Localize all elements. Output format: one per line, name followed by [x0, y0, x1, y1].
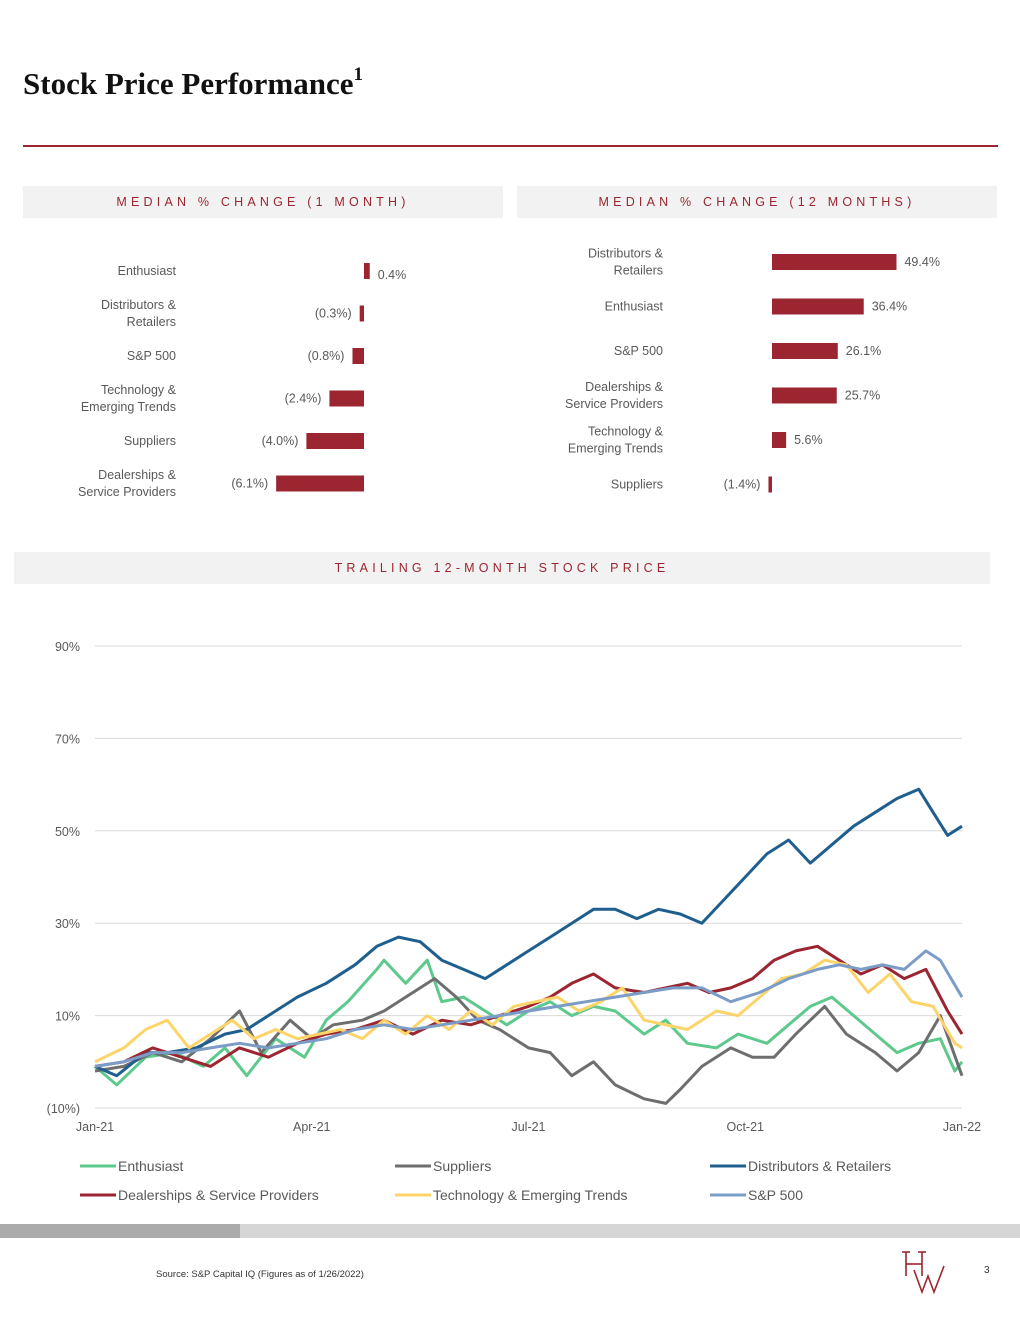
- panel-header-1-month: MEDIAN % CHANGE (1 MONTH): [23, 186, 503, 218]
- legend-label: Dealerships & Service Providers: [118, 1187, 319, 1203]
- series-line: [94, 949, 964, 1068]
- page-title: Stock Price Performance1: [23, 63, 364, 102]
- bar-value-label: (2.4%): [285, 392, 322, 406]
- bar-chart-1-month: Enthusiast 0.4% Distributors & Retailers (0.…: [78, 263, 407, 499]
- bar-category-label: Emerging Trends: [568, 442, 663, 456]
- bar-category-label: Enthusiast: [605, 300, 664, 314]
- bar-category-label: S&P 500: [127, 349, 176, 363]
- bar-category-label: Suppliers: [124, 434, 176, 448]
- page-number: 3: [984, 1265, 990, 1276]
- bar-value-label: (4.0%): [262, 434, 299, 448]
- page-title-text: Stock Price Performance: [23, 66, 354, 101]
- series-line: [94, 944, 964, 1068]
- y-tick-label: (10%): [47, 1102, 80, 1116]
- bar-value-label: (0.3%): [315, 307, 352, 321]
- bar-mark: [772, 432, 787, 448]
- panel-header-trailing-12-month: TRAILING 12-MONTH STOCK PRICE: [14, 552, 990, 584]
- bar-mark: [364, 263, 370, 279]
- bar-category-label: Emerging Trends: [81, 400, 176, 414]
- bar-chart-12-months: Distributors & Retailers 49.4% Enthusiast 36…: [565, 247, 940, 493]
- legend-label: Suppliers: [433, 1158, 491, 1174]
- line-chart-trailing-12-month: (10%) 10% 30% 50% 70% 90% Jan-21 Apr-21 Jul-21 Oc…: [47, 640, 981, 1203]
- bar-value-label: 25.7%: [845, 389, 880, 403]
- bar-category-label: Retailers: [127, 315, 176, 329]
- bar-category-label: Retailers: [614, 264, 663, 278]
- bar-category-label: Service Providers: [565, 397, 663, 411]
- y-tick-label: 50%: [55, 825, 80, 839]
- x-tick-label: Apr-21: [293, 1120, 331, 1134]
- bar-value-label: 26.1%: [846, 344, 881, 358]
- legend-label: Technology & Emerging Trends: [433, 1187, 628, 1203]
- bar-category-label: Service Providers: [78, 485, 176, 499]
- bar-category-label: Suppliers: [611, 478, 663, 492]
- bar-mark: [772, 254, 897, 270]
- title-divider: [23, 145, 998, 147]
- bar-mark: [772, 343, 838, 359]
- bar-value-label: 0.4%: [378, 268, 407, 282]
- bar-mark: [329, 390, 364, 407]
- y-tick-label: 10%: [55, 1010, 80, 1024]
- bar-category-label: Dealerships &: [98, 468, 176, 482]
- bar-value-label: 36.4%: [872, 300, 907, 314]
- bar-mark: [352, 348, 364, 364]
- bar-mark: [359, 305, 364, 322]
- bar-category-label: Distributors &: [101, 298, 177, 312]
- bar-category-label: Enthusiast: [118, 264, 177, 278]
- y-tick-label: 30%: [55, 917, 80, 931]
- y-tick-label: 90%: [55, 640, 80, 654]
- x-tick-label: Oct-21: [726, 1120, 764, 1134]
- bar-value-label: 49.4%: [904, 255, 939, 269]
- series-line: [94, 787, 963, 1078]
- bar-mark: [276, 475, 364, 492]
- bar-category-label: Dealerships &: [585, 380, 663, 394]
- footer-bar: [0, 1224, 1020, 1238]
- bar-mark: [772, 298, 864, 315]
- y-tick-label: 70%: [55, 732, 80, 746]
- bar-category-label: Technology &: [588, 425, 664, 439]
- bar-category-label: S&P 500: [614, 344, 663, 358]
- hw-logo: [902, 1251, 945, 1295]
- bar-mark: [772, 387, 837, 404]
- legend-label: Distributors & Retailers: [748, 1158, 891, 1174]
- bar-mark: [768, 476, 772, 493]
- bar-mark: [306, 433, 364, 449]
- footer-bar-accent: [0, 1224, 240, 1238]
- bar-value-label: (6.1%): [231, 477, 268, 491]
- title-footnote-mark: 1: [353, 63, 364, 85]
- bar-value-label: (0.8%): [308, 349, 345, 363]
- bar-value-label: 5.6%: [794, 433, 823, 447]
- x-tick-label: Jan-22: [943, 1120, 981, 1134]
- series-line: [94, 958, 964, 1087]
- bar-category-label: Distributors &: [588, 247, 664, 261]
- series-line: [94, 977, 964, 1105]
- x-tick-label: Jan-21: [76, 1120, 114, 1134]
- x-tick-label: Jul-21: [511, 1120, 545, 1134]
- legend-label: S&P 500: [748, 1187, 803, 1203]
- bar-value-label: (1.4%): [724, 478, 761, 492]
- panel-header-12-months: MEDIAN % CHANGE (12 MONTHS): [517, 186, 997, 218]
- series-line: [94, 958, 963, 1064]
- source-note: Source: S&P Capital IQ (Figures as of 1/…: [156, 1269, 364, 1280]
- bar-category-label: Technology &: [101, 383, 177, 397]
- legend-label: Enthusiast: [118, 1158, 183, 1174]
